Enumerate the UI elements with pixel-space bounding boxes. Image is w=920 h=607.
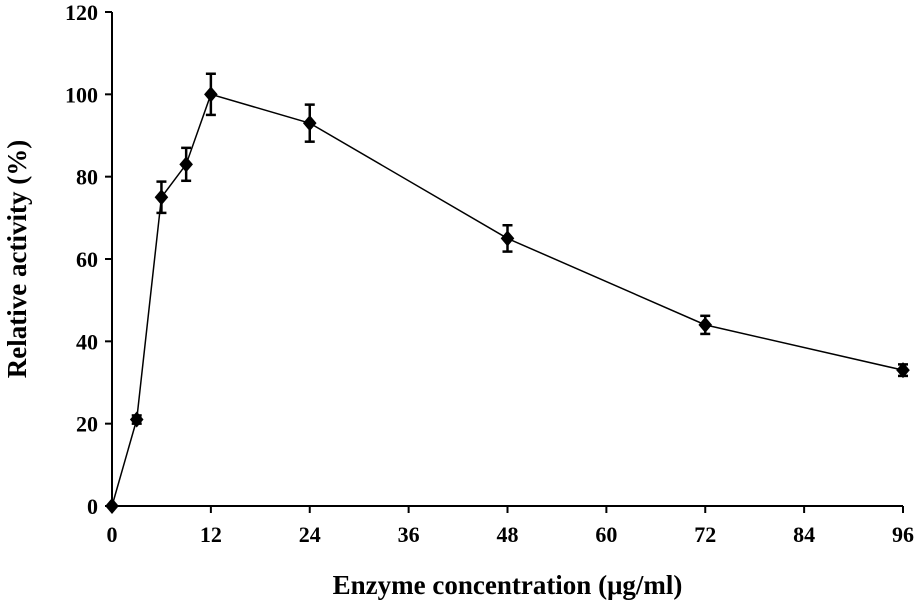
series-line bbox=[111, 93, 904, 507]
x-tick-label: 60 bbox=[595, 522, 617, 547]
y-tick-label: 80 bbox=[76, 165, 98, 190]
data-point bbox=[204, 86, 218, 103]
data-point bbox=[896, 362, 910, 379]
series bbox=[105, 72, 910, 514]
x-tick-label: 36 bbox=[398, 522, 420, 547]
x-tick-label: 0 bbox=[107, 522, 118, 547]
data-point bbox=[698, 316, 713, 333]
y-tick-label: 100 bbox=[65, 82, 98, 107]
axes bbox=[111, 12, 903, 507]
data-point bbox=[500, 230, 515, 247]
x-tick-label: 84 bbox=[793, 522, 815, 547]
x-tick-label: 24 bbox=[299, 522, 321, 547]
y-tick-label: 0 bbox=[87, 494, 98, 519]
y-tick-label: 120 bbox=[65, 0, 98, 25]
x-tick-label: 96 bbox=[892, 522, 914, 547]
data-point bbox=[179, 156, 193, 173]
x-axis-title: Enzyme concentration (μg/ml) bbox=[333, 570, 683, 600]
ticks: 0 20 40 60 80 100 120 0 12 24 36 48 60 72 84 96 bbox=[65, 0, 914, 547]
data-point bbox=[105, 498, 119, 514]
data-point bbox=[129, 411, 144, 428]
y-tick-label: 40 bbox=[76, 329, 98, 354]
data-point bbox=[302, 115, 317, 132]
x-tick-label: 12 bbox=[200, 522, 222, 547]
data-point bbox=[154, 189, 169, 206]
y-axis-title: Relative activity (%) bbox=[2, 140, 32, 378]
y-tick-label: 60 bbox=[76, 247, 98, 272]
x-tick-label: 48 bbox=[497, 522, 519, 547]
y-tick-label: 20 bbox=[76, 412, 98, 437]
x-tick-label: 72 bbox=[694, 522, 716, 547]
